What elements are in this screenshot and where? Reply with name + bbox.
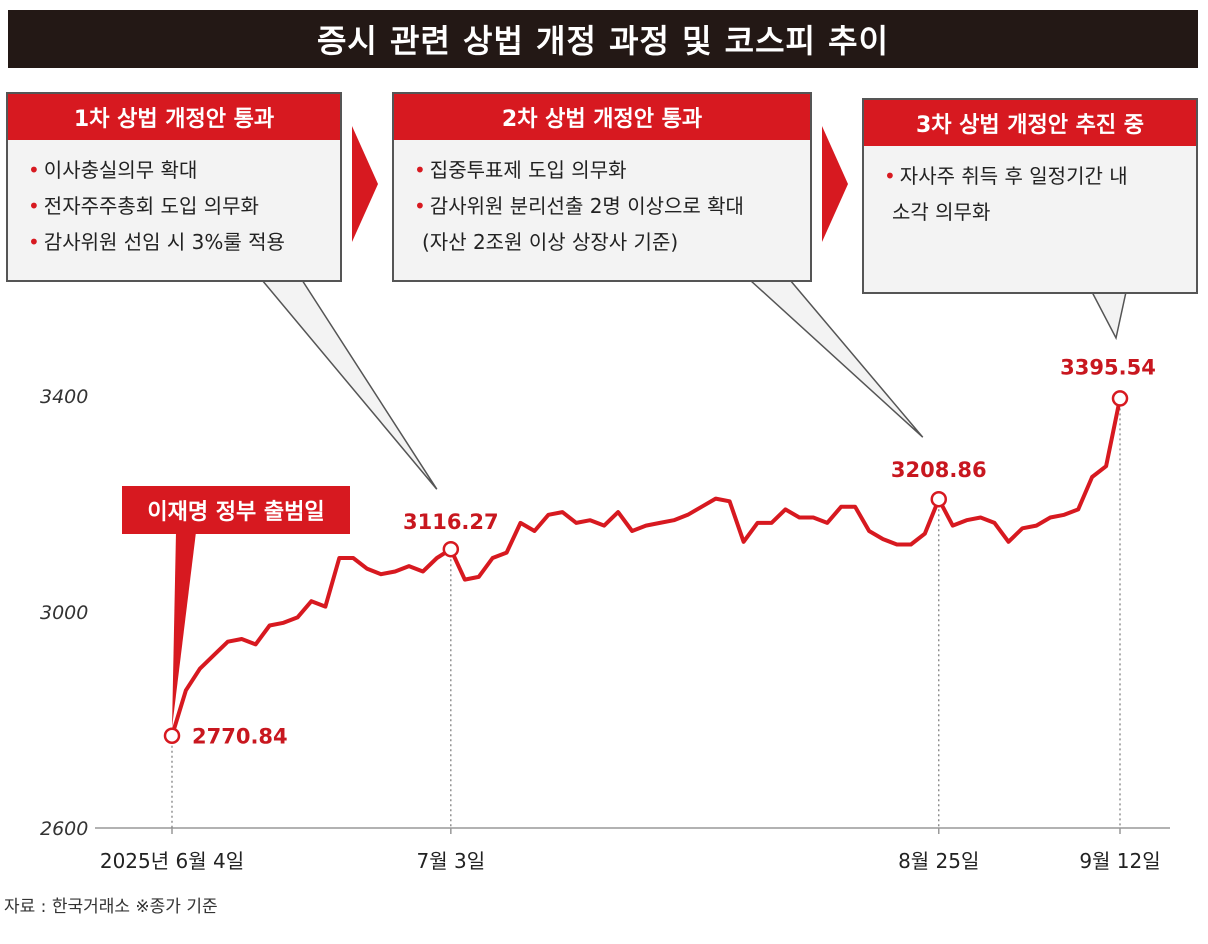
highlight-point — [442, 540, 460, 558]
box-second-item-2: 감사위원 분리선출 2명 이상으로 확대 — [429, 194, 744, 218]
highlight-point — [163, 727, 181, 744]
page-title: 증시 관련 상법 개정 과정 및 코스피 추이 — [8, 10, 1198, 68]
callout-pointer-second — [748, 279, 924, 438]
box-second-amendment-title: 2차 상법 개정안 통과 — [394, 94, 810, 140]
callout-pointer-third — [1090, 291, 1127, 341]
source-note: 자료 : 한국거래소 ※종가 기준 — [4, 897, 218, 917]
x-tick-label: 2025년 6월 4일 — [100, 849, 244, 873]
value-label: 3208.86 — [891, 458, 987, 482]
value-label: 3116.27 — [403, 510, 499, 534]
box-first-item-2: 전자주주총회 도입 의무화 — [43, 194, 259, 218]
box-second-note: (자산 2조원 이상 상장사 기준) — [422, 230, 679, 254]
box-first-item-3: 감사위원 선임 시 3%룰 적용 — [43, 230, 285, 254]
box-third-amendment: 3차 상법 개정안 추진 중 • 자사주 취득 후 일정기간 내 소각 의무화 — [862, 98, 1198, 294]
box-second-item-1: 집중투표제 도입 의무화 — [429, 158, 627, 182]
y-tick-label: 2600 — [40, 818, 88, 840]
y-tick-label: 3400 — [40, 386, 88, 408]
arrow-right-1 — [352, 126, 378, 242]
box-first-amendment: 1차 상법 개정안 통과 • 이사충실의무 확대 • 전자주주총회 도입 의무화 •… — [6, 92, 342, 282]
value-label: 3395.54 — [1060, 355, 1156, 379]
value-label: 2770.84 — [192, 725, 288, 749]
x-tick-label: 9월 12일 — [1079, 849, 1160, 873]
y-tick-label: 3000 — [40, 602, 88, 624]
inauguration-label: 이재명 정부 출범일 — [122, 486, 350, 534]
box-third-item-1: 자사주 취득 후 일정기간 내 — [899, 164, 1128, 188]
box-first-amendment-title: 1차 상법 개정안 통과 — [8, 94, 340, 140]
box-third-item-1-cont: 소각 의무화 — [892, 200, 991, 224]
box-second-amendment: 2차 상법 개정안 통과 • 집중투표제 도입 의무화 • 감사위원 분리선출 2명… — [392, 92, 812, 282]
arrow-right-2 — [822, 126, 848, 242]
x-tick-label: 8월 25일 — [898, 849, 979, 873]
kospi-series-line — [170, 396, 1122, 738]
box-third-amendment-title: 3차 상법 개정안 추진 중 — [864, 100, 1196, 146]
highlight-point — [1111, 390, 1129, 407]
callout-pointer-first — [260, 279, 438, 490]
x-tick-label: 7월 3일 — [417, 849, 486, 873]
box-first-item-1: 이사충실의무 확대 — [43, 158, 198, 182]
inauguration-pointer — [172, 532, 196, 728]
highlight-point — [930, 490, 948, 508]
